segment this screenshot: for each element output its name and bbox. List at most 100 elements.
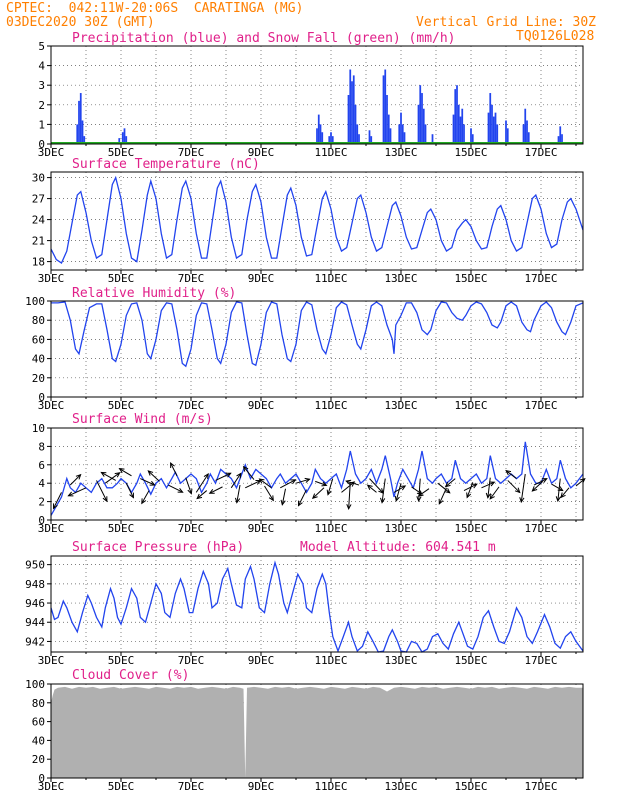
wind-vector xyxy=(259,478,272,489)
wind-vector xyxy=(381,478,386,503)
y-tick-label: 0 xyxy=(38,391,45,404)
wind-arrowhead xyxy=(67,491,74,497)
y-tick-label: 21 xyxy=(32,235,45,248)
wind-vector xyxy=(418,488,430,497)
wind-arrowhead xyxy=(268,495,274,502)
panel-title: Relative Humidity (%) xyxy=(72,286,236,301)
wind-vector xyxy=(346,480,360,486)
x-tick-label: 5DEC xyxy=(108,146,135,159)
x-tick-label: 7DEC xyxy=(178,522,205,535)
wind-arrowhead xyxy=(225,472,232,478)
wind-arrowhead xyxy=(149,480,156,486)
precip-bar xyxy=(461,108,464,144)
precip-bar xyxy=(421,93,423,144)
x-tick-label: 13DEC xyxy=(384,272,417,285)
y-tick-label: 946 xyxy=(25,597,45,610)
precip-bar xyxy=(384,69,387,144)
precip-bar xyxy=(83,136,86,144)
wind-arrowhead xyxy=(438,498,444,505)
precip-bar xyxy=(456,85,458,144)
panel-temp: 18 21 24 27 30 3DEC 5DEC 7DEC 9DEC 11DEC 13DEC 15DE… xyxy=(32,157,584,285)
wind-arrowhead xyxy=(489,481,496,487)
x-tick-label: 7DEC xyxy=(178,780,205,793)
precip-bar xyxy=(494,112,497,144)
wind-arrowhead xyxy=(326,489,332,496)
precip-bar xyxy=(317,114,320,144)
x-tick-label: 11DEC xyxy=(314,780,347,793)
panel-annotation: Model Altitude: 604.541 m xyxy=(300,540,496,555)
wind-vector xyxy=(532,480,544,492)
y-tick-label: 27 xyxy=(32,193,45,206)
wind-vector xyxy=(481,481,495,489)
x-tick-label: 15DEC xyxy=(454,780,487,793)
header-station: CPTEC: 042:11W-20:06S CARATINGA (MG) xyxy=(6,1,304,16)
wind-arrowhead xyxy=(466,492,472,499)
x-tick-label: 9DEC xyxy=(248,146,275,159)
wind-vector xyxy=(195,473,209,493)
precip-bar xyxy=(401,124,404,144)
wind-vector xyxy=(560,487,570,498)
wind-vector xyxy=(312,487,325,499)
wind-vector xyxy=(170,462,178,477)
x-tick-label: 9DEC xyxy=(248,272,275,285)
precip-bar xyxy=(419,85,422,144)
wind-arrowhead xyxy=(177,487,184,493)
precip-bar xyxy=(79,93,82,144)
precip-bar xyxy=(121,132,124,144)
y-tick-label: 2 xyxy=(38,99,45,112)
wind-vector xyxy=(551,483,563,491)
precip-bar xyxy=(331,136,334,144)
x-tick-label: 5DEC xyxy=(108,272,135,285)
y-tick-label: 0 xyxy=(38,138,45,151)
wind-arrowhead xyxy=(417,491,424,497)
precip-bar xyxy=(463,124,465,144)
precip-bar xyxy=(557,136,560,144)
wind-arrowhead xyxy=(52,503,58,510)
wind-arrowhead xyxy=(203,473,209,480)
y-tick-label: 1 xyxy=(38,118,45,131)
wind-vector xyxy=(315,480,327,486)
wind-arrowhead xyxy=(505,469,512,476)
wind-arrowhead xyxy=(560,492,566,499)
x-tick-label: 15DEC xyxy=(454,146,487,159)
wind-vector xyxy=(367,484,377,493)
wind-vector xyxy=(341,481,355,493)
wind-vector xyxy=(438,487,447,505)
wind-arrowhead xyxy=(290,479,297,485)
y-tick-label: 30 xyxy=(32,172,45,185)
wind-arrowhead xyxy=(170,462,175,469)
y-tick-label: 80 xyxy=(32,314,45,327)
y-tick-label: 24 xyxy=(32,214,46,227)
precip-bar xyxy=(524,108,527,144)
wind-arrowhead xyxy=(100,471,107,477)
wind-arrowhead xyxy=(514,487,521,494)
x-tick-label: 17DEC xyxy=(524,654,557,667)
wind-vector xyxy=(215,472,231,481)
precip-bar xyxy=(330,132,332,144)
precip-bar xyxy=(81,120,84,144)
precip-bar xyxy=(527,132,530,144)
wind-vector xyxy=(196,490,208,499)
precip-bar xyxy=(457,104,460,144)
precip-bar xyxy=(496,124,499,144)
precip-bar xyxy=(459,116,462,144)
x-tick-label: 17DEC xyxy=(524,272,557,285)
wind-arrowhead xyxy=(114,472,121,478)
header-model-code: TQ0126L028 xyxy=(516,29,595,44)
x-tick-label: 11DEC xyxy=(314,146,347,159)
y-tick-label: 5 xyxy=(38,40,45,53)
wind-arrowhead xyxy=(141,498,147,505)
temp-line xyxy=(50,175,584,264)
x-tick-label: 3DEC xyxy=(38,780,65,793)
wind-vector xyxy=(395,483,402,501)
wind-vector xyxy=(507,480,521,493)
wind-vector xyxy=(348,483,351,509)
x-tick-label: 7DEC xyxy=(178,146,205,159)
panel-precip: 0 1 2 3 4 5 3DEC 5DEC 7DEC 9DEC 11DEC 13DEC 15DEC 17D… xyxy=(38,31,584,159)
precip-bar xyxy=(526,120,528,144)
precip-bar xyxy=(422,108,425,144)
precip-bar xyxy=(319,124,322,144)
precip-bar xyxy=(431,134,434,144)
wind-vector xyxy=(125,482,134,498)
precip-bar xyxy=(559,126,562,144)
